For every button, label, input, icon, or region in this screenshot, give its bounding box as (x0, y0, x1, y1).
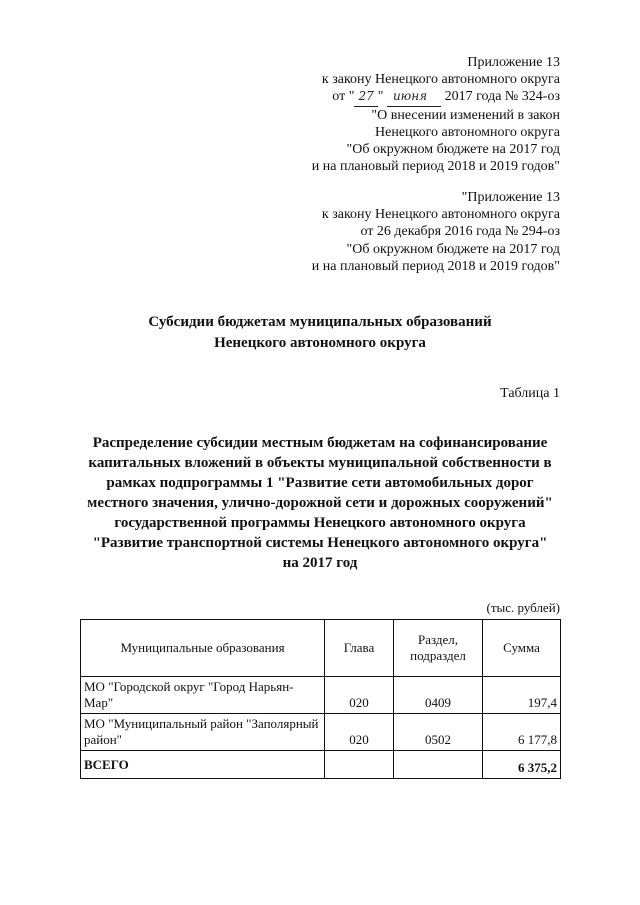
table-heading: Распределение субсидии местным бюджетам … (0, 433, 640, 573)
table-number: Таблица 1 (500, 386, 560, 401)
text: " (377, 89, 387, 105)
empty-cell (324, 750, 394, 779)
text-line: к закону Ненецкого автономного округа (321, 207, 560, 223)
text-line: "Об окружном бюджете на 2017 год (346, 241, 561, 257)
appendix-new-block: Приложение 13 к закону Ненецкого автоном… (312, 54, 560, 175)
heading-line: Распределение субсидии местным бюджетам … (92, 435, 548, 451)
text: от " (332, 89, 355, 105)
table-row: МО "Муниципальный район "Заполярный райо… (80, 713, 561, 751)
date-line: от " 27 " июня 2017 года № 324-оз (312, 88, 560, 107)
title-line: Субсидии бюджетам муниципальных образова… (148, 314, 492, 330)
text-line: и на плановый период 2018 и 2019 годов" (311, 159, 560, 175)
column-header: Глава (324, 619, 394, 677)
subsidy-table: Муниципальные образования Глава Раздел, … (80, 619, 561, 779)
cell-name: МО "Муниципальный район "Заполярный райо… (80, 713, 325, 751)
unit-label: (тыс. рублей) (486, 600, 560, 615)
heading-line: рамках подпрограммы 1 "Развитие сети авт… (106, 475, 534, 491)
cell-chapter: 020 (324, 713, 394, 751)
cell-sum: 197,4 (482, 676, 561, 714)
cell-section: 0409 (393, 676, 483, 714)
heading-line: государственной программы Ненецкого авто… (114, 515, 526, 531)
handwritten-day: 27 (354, 88, 378, 107)
column-header: Сумма (482, 619, 561, 677)
text-line: Ненецкого автономного округа (375, 124, 560, 140)
table-header-row: Муниципальные образования Глава Раздел, … (80, 619, 561, 677)
total-row: ВСЕГО 6 375,2 (80, 750, 561, 779)
cell-section: 0502 (393, 713, 483, 751)
text-line: "Об окружном бюджете на 2017 год (346, 142, 561, 158)
table-row: МО "Городской округ "Город Нарьян-Мар" 0… (80, 676, 561, 714)
title-line: Ненецкого автономного округа (214, 335, 426, 351)
empty-cell (393, 750, 483, 779)
total-label: ВСЕГО (80, 750, 325, 779)
text: 2017 года № 324-оз (441, 89, 560, 105)
text-line: к закону Ненецкого автономного округа (321, 72, 560, 88)
text-line: от 26 декабря 2016 года № 294-оз (360, 224, 560, 240)
cell-chapter: 020 (324, 676, 394, 714)
total-sum: 6 375,2 (482, 750, 561, 779)
cell-name: МО "Городской округ "Город Нарьян-Мар" (80, 676, 325, 714)
cell-sum: 6 177,8 (482, 713, 561, 751)
document-title: Субсидии бюджетам муниципальных образова… (0, 312, 640, 354)
heading-line: "Развитие транспортной системы Ненецкого… (92, 535, 548, 551)
handwritten-month: июня (386, 88, 442, 107)
column-header: Муниципальные образования (80, 619, 325, 677)
heading-line: местного значения, улично-дорожной сети … (87, 495, 553, 511)
column-header: Раздел, подраздел (393, 619, 483, 677)
appendix-old-block: "Приложение 13 к закону Ненецкого автоно… (312, 189, 560, 275)
text-line: "Приложение 13 (461, 190, 560, 205)
text-line: Приложение 13 (467, 55, 560, 70)
heading-line: капитальных вложений в объекты муниципал… (88, 455, 552, 471)
text-line: "О внесении изменений в закон (371, 107, 560, 123)
heading-line: на 2017 год (282, 555, 358, 571)
text-line: и на плановый период 2018 и 2019 годов" (311, 258, 560, 274)
